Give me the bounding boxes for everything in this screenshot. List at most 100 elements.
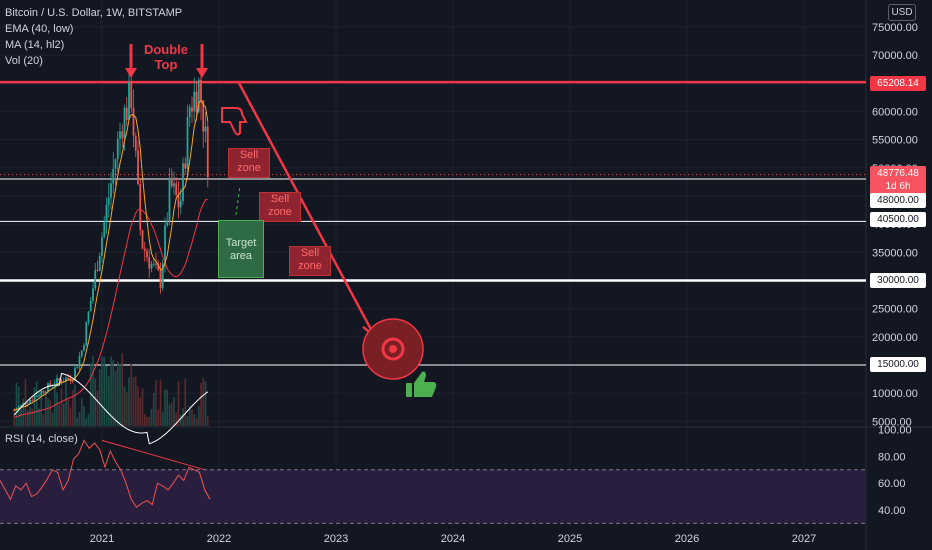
candle-body [60,380,63,383]
x-tick-label: 2025 [558,533,582,545]
volume-bar [123,386,126,426]
volume-bar [204,381,207,426]
volume-bar [191,409,193,426]
candle-body [24,403,27,405]
candle-body [166,220,169,226]
volume-bar [188,405,191,426]
volume-bar [200,383,202,426]
rsi-legend[interactable]: RSI (14, close) [5,433,78,445]
sell-zone-2: Sell zone [259,192,301,222]
volume-bar [114,370,117,426]
volume-bar [103,357,106,426]
double-top-arrowhead [125,68,137,78]
legend-ma[interactable]: MA (14, hl2) [5,39,65,51]
volume-bar [146,416,148,426]
rsi-polyline [0,439,211,508]
candle-body [51,385,54,387]
volume-bar [71,390,74,426]
axes: 5000.0010000.0020000.0025000.0030000.003… [90,22,918,545]
volume-bar [197,405,200,426]
x-tick-label: 2021 [90,533,114,545]
volume-bars [13,353,209,426]
candle-body [40,391,43,396]
icons [221,107,437,397]
volume-bar [38,408,40,426]
volume-bar [98,368,101,426]
currency-badge[interactable]: USD [888,4,916,21]
volume-bar [51,412,54,426]
price-tag-48000: 48000.00 [870,193,926,208]
candle-body [119,131,121,139]
sell-zone-3: Sell zone [289,246,331,276]
thumbs-up-icon [406,383,412,397]
volume-bar [105,365,108,426]
volume-bar [116,361,119,426]
candle-body [89,300,92,312]
double-top-arrowhead [196,68,208,78]
volume-bar [49,400,52,426]
volume-bar [96,390,99,426]
volume-bar [110,356,112,426]
volume-bar [206,415,209,426]
candle-body [42,391,45,393]
volume-bar [173,396,175,426]
volume-bar [161,411,164,426]
volume-bar [119,364,121,426]
candle-body [44,391,47,393]
x-tick-label: 2027 [792,533,816,545]
legend-title[interactable]: Bitcoin / U.S. Dollar, 1W, BITSTAMP [5,7,183,19]
countdown-value: 1d 6h [885,181,911,192]
volume-bar [164,389,166,426]
rsi-tick-label: 80.00 [878,451,906,463]
candle-body [202,100,205,132]
candle-body [175,183,178,196]
candle-body [161,263,164,288]
candle-body [123,107,126,139]
candle-body [125,107,128,120]
candle-body [85,322,88,346]
y-tick-label: 25000.00 [872,304,918,316]
legend-ema[interactable]: EMA (40, low) [5,23,74,35]
volume-bar [83,406,85,426]
candle-body [150,264,153,269]
volume-bar [107,376,110,426]
x-tick-label: 2024 [441,533,465,545]
bullseye-center [389,345,397,353]
volume-bar [157,409,160,426]
volume-bar [15,382,18,426]
volume-bar [141,388,144,426]
candle-body [132,107,135,136]
candle-body [13,410,16,412]
price-tag-current: 48776.48 1d 6h [870,166,926,195]
volume-bar [137,386,139,426]
volume-ma-line [13,372,209,445]
y-tick-label: 10000.00 [872,388,918,400]
volume-bar [202,378,205,426]
horizontal-levels [0,80,866,366]
candle-body [96,269,99,271]
volume-bar [101,356,103,426]
volume-bar [69,407,72,426]
candle-body [31,400,34,402]
volume-bar [80,398,83,426]
volume-bar [94,378,97,426]
candle-body [200,79,202,101]
candle-body [83,345,85,351]
candle-body [139,183,142,231]
x-tick-label: 2022 [207,533,231,545]
volume-bar [186,415,189,426]
candle-body [146,250,148,258]
volume-bar [35,380,38,426]
thumbs-down-icon [221,107,248,136]
legend-vol[interactable]: Vol (20) [5,55,43,67]
candle-body [204,126,207,132]
rsi-band [0,469,866,524]
double-top-label: Double Top [140,42,192,72]
rsi-tick-label: 60.00 [878,478,906,490]
rsi-divergence-line [101,439,206,471]
volume-bar [155,380,157,426]
rsi-tick-label: 40.00 [878,505,906,517]
sell-zone-1: Sell zone [228,148,270,178]
price-tag-40500: 40500.00 [870,212,926,227]
